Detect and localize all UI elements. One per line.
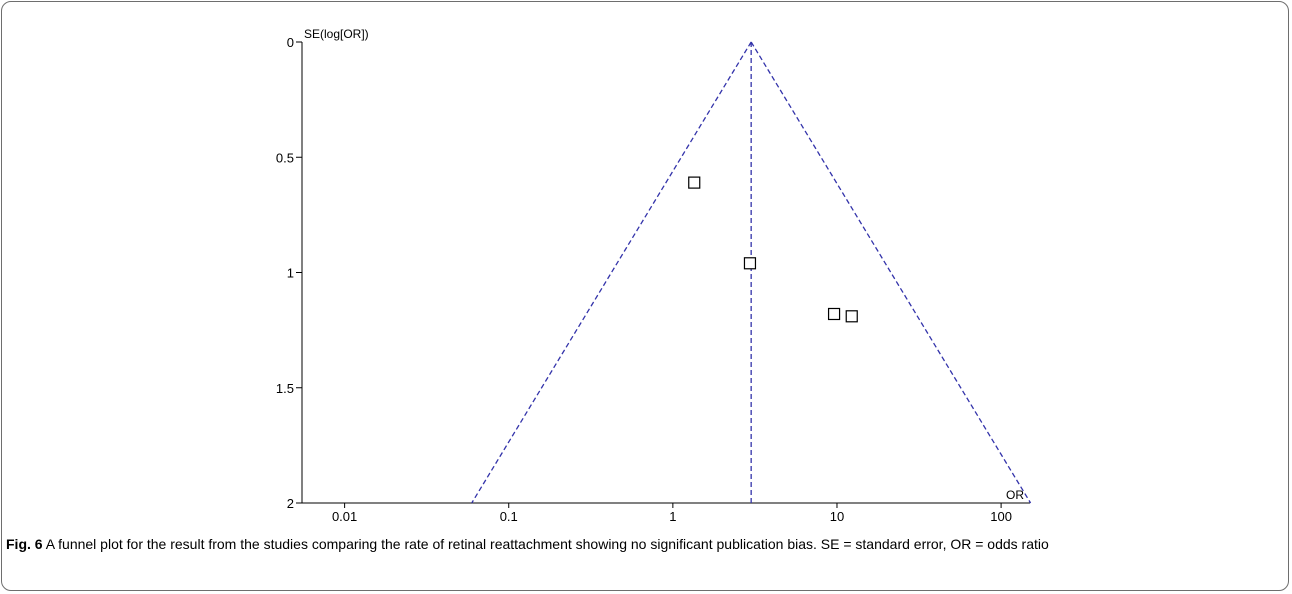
y-axis-label: SE(log[OR])	[304, 27, 369, 41]
x-axis-label: OR	[1006, 488, 1024, 502]
caption-figure-number: Fig. 6	[6, 536, 43, 552]
y-tick-label: 2	[287, 496, 294, 511]
funnel-left-limit	[471, 41, 752, 504]
x-tick-label: 0.1	[500, 509, 518, 524]
y-tick-label: 1	[287, 266, 294, 281]
funnel-right-limit	[750, 41, 1032, 504]
funnel-plot: 0 0.5 1 1.5 2 0.01 0.1 1 10 100 SE(log[OR]) OR	[276, 27, 1032, 524]
y-tick-label: 0.5	[276, 150, 294, 165]
data-point	[845, 310, 858, 323]
funnel-lines	[471, 41, 1032, 504]
data-point	[743, 257, 757, 270]
y-tick-label: 0	[287, 35, 294, 50]
caption-text: A funnel plot for the result from the st…	[45, 536, 1049, 552]
x-tick-label: 10	[830, 509, 844, 524]
figure-caption: Fig. 6 A funnel plot for the result from…	[6, 535, 1276, 554]
x-tick-label: 100	[990, 509, 1012, 524]
x-tick-label: 0.01	[332, 509, 357, 524]
y-tick-label: 1.5	[276, 381, 294, 396]
data-point	[827, 307, 841, 321]
axes	[296, 41, 1030, 508]
data-points	[688, 176, 858, 323]
tick-labels: 0 0.5 1 1.5 2 0.01 0.1 1 10 100	[276, 35, 1012, 524]
data-point	[688, 176, 701, 189]
x-tick-label: 1	[669, 509, 676, 524]
